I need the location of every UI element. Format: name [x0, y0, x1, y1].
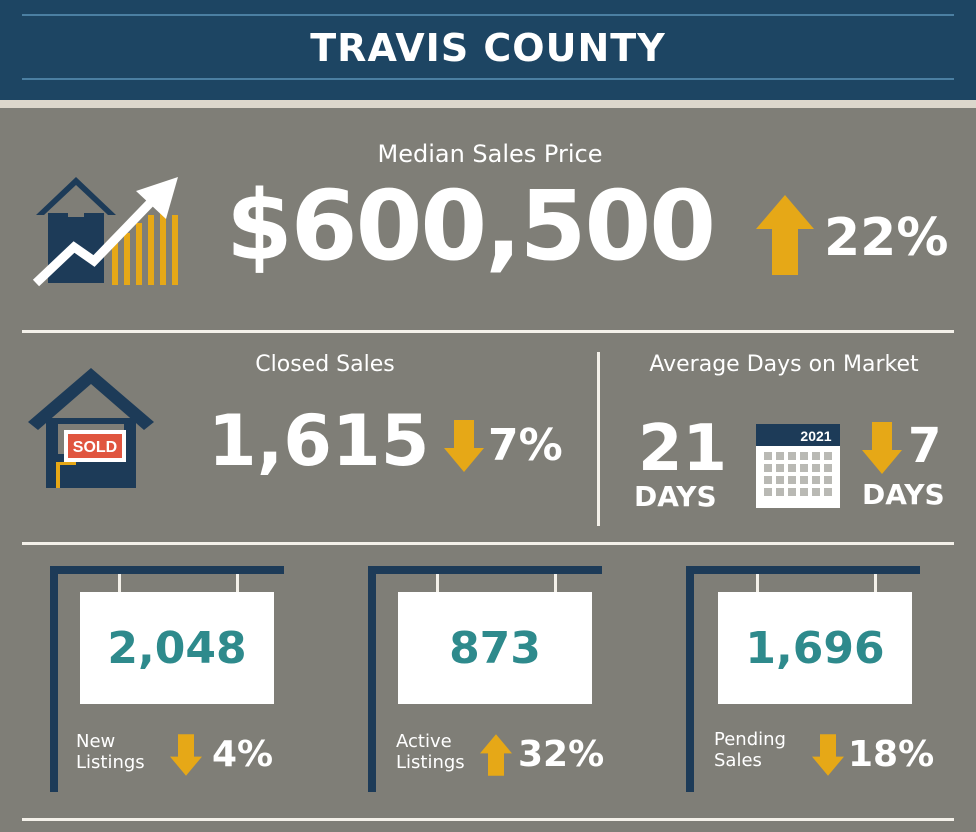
header-banner: TRAVIS COUNTY: [0, 0, 976, 100]
section-divider-1: [22, 330, 954, 333]
arrow-down-icon: [170, 734, 202, 776]
arrow-down-icon: [812, 734, 844, 776]
median-sales-price-value: $600,500: [226, 170, 716, 282]
active-listings-label: Active Listings: [396, 731, 465, 773]
sign-chain: [874, 574, 877, 598]
new-listings-sign: 2,048: [80, 592, 274, 704]
arrow-up-icon: [756, 195, 814, 275]
new-listings-change: 4%: [212, 734, 274, 775]
active-listings-change: 32%: [518, 734, 605, 775]
new-listings-value: 2,048: [107, 622, 247, 674]
sign-post-arm: [686, 566, 920, 574]
active-listings-sign: 873: [398, 592, 592, 704]
closed-change-percent: 7%: [488, 420, 563, 471]
active-listings-label-line1: Active: [396, 731, 452, 752]
house-growth-chart-icon: [32, 177, 178, 287]
sign-chain: [554, 574, 557, 598]
active-listings-label-line2: Listings: [396, 752, 465, 773]
days-on-market-value: 21: [638, 412, 728, 486]
active-listings-value: 873: [449, 622, 541, 674]
days-on-market-change: 7: [908, 418, 942, 474]
calendar-year: 2021: [800, 428, 831, 444]
pending-sales-label-line2: Sales: [714, 750, 762, 771]
pending-sales-label: Pending Sales: [714, 729, 786, 771]
sign-post-vertical: [686, 566, 694, 792]
average-days-on-market-label: Average Days on Market: [649, 352, 919, 377]
sign-post-arm: [368, 566, 602, 574]
section-vertical-divider: [597, 352, 600, 526]
sign-post-vertical: [368, 566, 376, 792]
header-rule-bottom: [22, 78, 954, 80]
arrow-down-icon: [862, 422, 902, 474]
pending-sales-sign: 1,696: [718, 592, 912, 704]
header-rule-top: [22, 14, 954, 16]
sign-chain: [756, 574, 759, 598]
arrow-down-icon: [444, 420, 484, 472]
sign-chain: [118, 574, 121, 598]
sign-post-arm: [50, 566, 284, 574]
sold-house-icon: SOLD: [28, 368, 154, 488]
new-listings-label: New Listings: [76, 731, 145, 773]
page-title: TRAVIS COUNTY: [310, 26, 666, 70]
days-on-market-unit: DAYS: [634, 480, 717, 513]
sold-sign-text: SOLD: [73, 439, 117, 456]
section-divider-3: [22, 818, 954, 821]
arrow-up-icon: [480, 734, 512, 776]
section-divider-2: [22, 542, 954, 545]
pending-sales-value: 1,696: [745, 622, 885, 674]
closed-sales-value: 1,615: [208, 400, 430, 482]
closed-sales-label: Closed Sales: [255, 352, 395, 377]
sign-chain: [436, 574, 439, 598]
new-listings-label-line2: Listings: [76, 752, 145, 773]
median-sales-price-label: Median Sales Price: [377, 140, 603, 168]
sign-post-vertical: [50, 566, 58, 792]
calendar-icon: 2021: [756, 424, 840, 508]
sign-chain: [236, 574, 239, 598]
pending-sales-label-line1: Pending: [714, 729, 786, 750]
new-listings-label-line1: New: [76, 731, 116, 752]
pending-sales-change: 18%: [848, 734, 935, 775]
days-on-market-change-unit: DAYS: [862, 478, 945, 511]
header-strip: [0, 100, 976, 108]
median-change-percent: 22%: [824, 208, 949, 268]
